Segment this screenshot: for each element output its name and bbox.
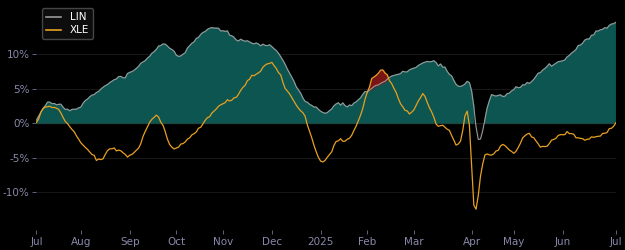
Legend: LIN, XLE: LIN, XLE — [42, 8, 93, 40]
